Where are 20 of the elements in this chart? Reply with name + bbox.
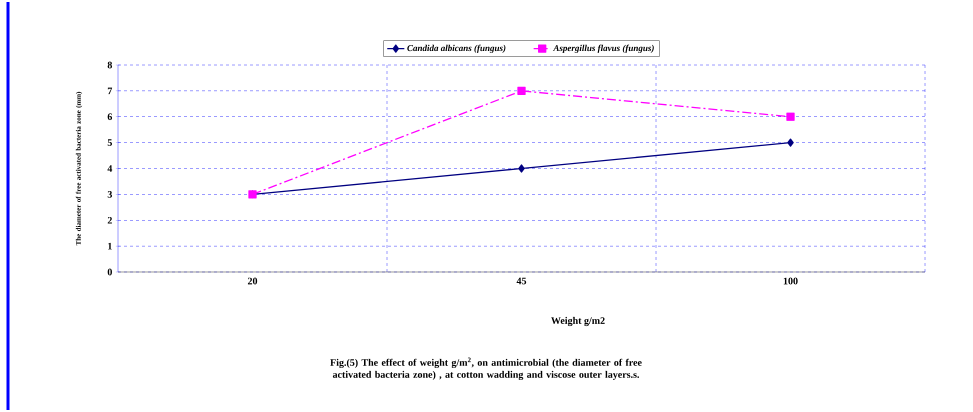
x-tick-label: 20 [248,278,258,284]
text: Fig.(5) The effect of weight g/m$^{2}$, on antimicrobial (the diameter of free activated bacteria zone) , at cotton wadding and viscose outer layers.s. [330,358,642,380]
point [786,112,795,121]
x-axis-title: Weight g/m2 [551,316,605,326]
y-tick-label: 4 [107,165,112,172]
y-tick-label: 0 [108,268,112,276]
y-tick-label: 2 [108,216,112,224]
y-tick-label: 8 [108,62,112,68]
legend-label: Candida albicans (fungus) [407,44,506,53]
y-tick-label: 6 [108,113,112,120]
y-tick-label: 3 [108,191,112,198]
legend-label: Aspergillus flavus (fungus) [552,44,654,53]
x-tick-label: 45 [516,278,526,284]
x-tick-label: 100 [784,278,798,284]
point [518,164,525,173]
point [787,138,794,147]
y-tick-label: 1 [108,242,112,250]
y-tick-label: 7 [108,88,112,94]
point [517,86,526,96]
y-tick-label: 5 [108,139,112,146]
